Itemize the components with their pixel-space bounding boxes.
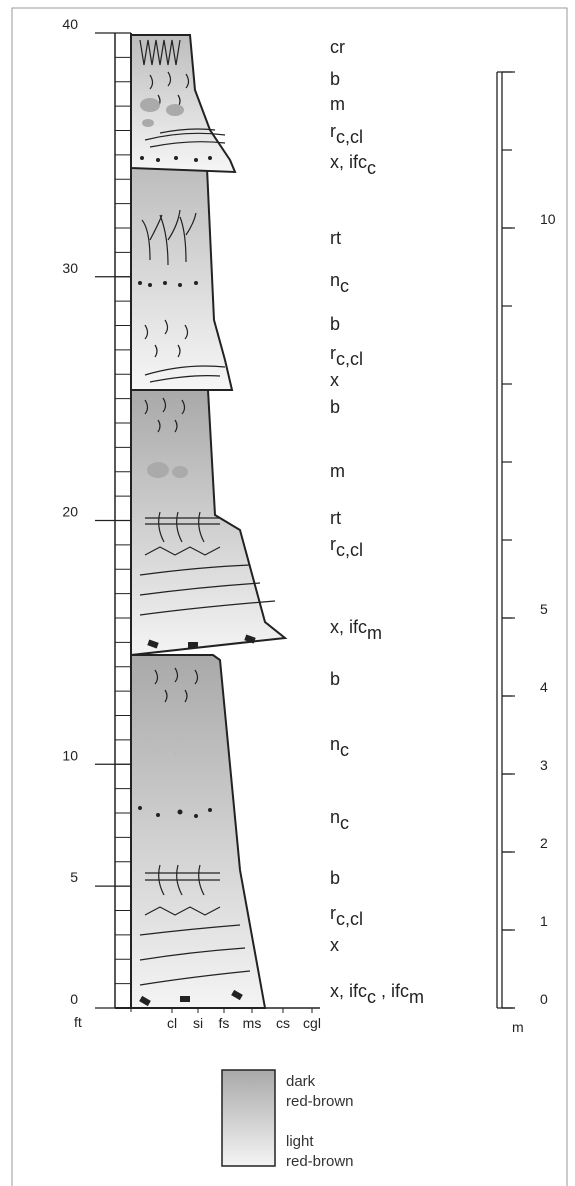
annotation: x, ifcc (330, 152, 376, 178)
grain-size-label: fs (219, 1015, 230, 1031)
annotation-text: rt (330, 508, 341, 528)
annotation: x, ifcm (330, 617, 382, 643)
annotation: rc,cl (330, 534, 363, 560)
annotation-subscript: c,cl (336, 540, 363, 560)
annotation-text: b (330, 868, 340, 888)
ft-tick-label: 40 (62, 16, 78, 32)
annotation-subscript: m (409, 987, 424, 1007)
annotation: m (330, 94, 345, 114)
annotation-text: b (330, 397, 340, 417)
annotation-text: x, ifc (330, 152, 367, 172)
annotation-text: x, ifc (330, 617, 367, 637)
annotation: cr (330, 37, 345, 57)
units (131, 35, 285, 1008)
m-tick-label: 10 (540, 211, 556, 227)
annotation-text: x (330, 935, 339, 955)
annotation-text: b (330, 69, 340, 89)
annotation: rc,cl (330, 903, 363, 929)
ft-unit: ft (74, 1014, 82, 1030)
annotation-text: , ifc (376, 981, 409, 1001)
m-tick-label: 3 (540, 757, 548, 773)
ft-tick-label: 20 (62, 504, 78, 520)
legend-text: dark (286, 1073, 316, 1090)
legend-text: red-brown (286, 1153, 354, 1170)
annotation: rt (330, 508, 341, 528)
annotation-subscript: c,cl (336, 349, 363, 369)
m-unit: m (512, 1019, 524, 1035)
annotation: rc,cl (330, 121, 363, 147)
annotation: b (330, 397, 340, 417)
annotation: x (330, 370, 339, 390)
grain-size-label: cgl (303, 1015, 321, 1031)
ft-tick-label: 0 (70, 991, 78, 1007)
unit (131, 390, 285, 655)
ft-tick-label: 30 (62, 260, 78, 276)
annotation-subscript: c (340, 276, 349, 296)
annotation: b (330, 314, 340, 334)
annotation: m (330, 461, 345, 481)
annotation-text: n (330, 807, 340, 827)
stratigraphic-column: 0510203040ft01234510mclsifsmscscglcrbmrc… (0, 0, 575, 1186)
annotation-text: n (330, 734, 340, 754)
annotation-text: n (330, 270, 340, 290)
legend-text: light (286, 1133, 314, 1150)
unit (131, 168, 232, 390)
m-tick-label: 4 (540, 679, 548, 695)
annotation-text: m (330, 461, 345, 481)
annotation: b (330, 69, 340, 89)
annotation-text: x, ifc (330, 981, 367, 1001)
ft-tick-label: 10 (62, 747, 78, 763)
annotation: rt (330, 228, 341, 248)
annotation: nc (330, 734, 349, 760)
annotation: b (330, 868, 340, 888)
grain-size-label: ms (243, 1015, 262, 1031)
m-tick-label: 1 (540, 913, 548, 929)
legend-text: red-brown (286, 1093, 354, 1110)
annotation-text: rt (330, 228, 341, 248)
annotation: x (330, 935, 339, 955)
annotation: nc (330, 807, 349, 833)
m-tick-label: 2 (540, 835, 548, 851)
annotation-text: b (330, 314, 340, 334)
annotation: b (330, 669, 340, 689)
annotation-subscript: c (367, 987, 376, 1007)
annotation-subscript: c,cl (336, 909, 363, 929)
annotation-text: cr (330, 37, 345, 57)
annotation-subscript: c,cl (336, 127, 363, 147)
annotation-text: m (330, 94, 345, 114)
annotation: x, ifcc , ifcm (330, 981, 424, 1007)
unit (131, 655, 265, 1008)
frame (12, 8, 567, 1186)
grain-size-label: si (193, 1015, 203, 1031)
annotation-subscript: m (367, 623, 382, 643)
m-tick-label: 0 (540, 991, 548, 1007)
ft-tick-label: 5 (70, 869, 78, 885)
m-tick-label: 5 (540, 601, 548, 617)
annotation-subscript: c (367, 158, 376, 178)
annotation-subscript: c (340, 740, 349, 760)
grain-size-label: cl (167, 1015, 177, 1031)
annotation: nc (330, 270, 349, 296)
annotation-text: b (330, 669, 340, 689)
annotation-subscript: c (340, 813, 349, 833)
annotation-text: x (330, 370, 339, 390)
annotation: rc,cl (330, 343, 363, 369)
grain-size-label: cs (276, 1015, 290, 1031)
legend-swatch (222, 1070, 275, 1166)
